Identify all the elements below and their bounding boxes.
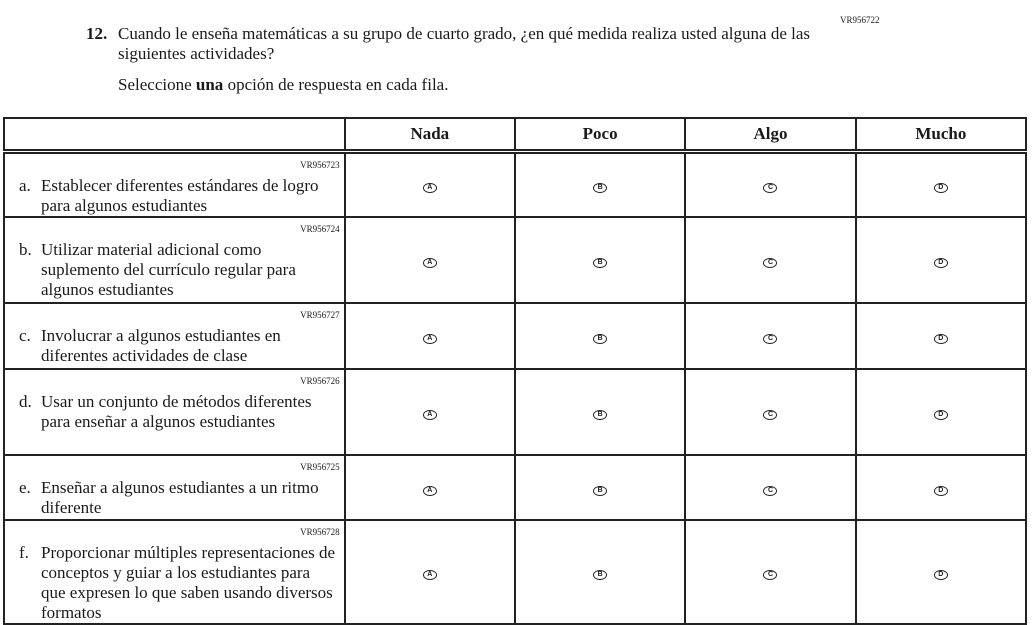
item-code: VR956728 (300, 527, 340, 537)
option-cell[interactable]: C (684, 302, 857, 370)
question-text: Cuando le enseña matemáticas a su grupo … (118, 24, 811, 63)
radio-bubble-b[interactable]: B (593, 183, 608, 193)
radio-bubble-a[interactable]: A (422, 183, 437, 193)
option-cell[interactable]: C (684, 519, 857, 625)
item-code: VR956727 (300, 310, 340, 320)
radio-bubble-a[interactable]: A (422, 258, 437, 268)
option-cell[interactable]: B (513, 302, 687, 370)
question-number: 12. (86, 24, 108, 43)
item-label-cell: VR956725 e. Enseñar a algunos estudiante… (3, 454, 346, 521)
radio-bubble-d[interactable]: D (933, 570, 948, 580)
option-cell[interactable]: B (513, 519, 687, 625)
option-cell[interactable]: B (513, 216, 687, 304)
item-letter: f. (19, 543, 29, 562)
option-cell[interactable]: A (343, 519, 516, 625)
radio-bubble-b[interactable]: B (593, 410, 608, 420)
option-cell[interactable]: D (854, 519, 1028, 625)
item-text: Proporcionar múltiples representaciones … (41, 543, 336, 622)
item-label-cell: VR956728 f. Proporcionar múltiples repre… (3, 519, 346, 625)
column-header: Nada (343, 117, 516, 154)
radio-bubble-d[interactable]: D (933, 485, 948, 496)
item-label-cell: VR956724 b. Utilizar material adicional … (3, 216, 346, 304)
radio-bubble-d[interactable]: D (933, 410, 948, 420)
radio-bubble-a[interactable]: A (422, 570, 437, 580)
radio-bubble-d[interactable]: D (933, 258, 948, 268)
item-code: VR956725 (300, 462, 340, 472)
radio-bubble-c[interactable]: C (763, 183, 778, 193)
option-cell[interactable]: D (854, 368, 1028, 456)
radio-bubble-c[interactable]: C (763, 570, 778, 580)
item-text: Involucrar a algunos estudiantes en dife… (41, 326, 281, 365)
option-cell[interactable]: D (854, 216, 1028, 304)
table-row: VR956725 e. Enseñar a algunos estudiante… (3, 454, 1028, 521)
table-row: VR956726 d. Usar un conjunto de métodos … (3, 368, 1028, 456)
option-cell[interactable]: D (854, 302, 1028, 370)
radio-bubble-a[interactable]: A (422, 334, 437, 344)
option-cell[interactable]: A (343, 454, 516, 521)
item-label-cell: VR956727 c. Involucrar a algunos estudia… (3, 302, 346, 370)
radio-bubble-c[interactable]: C (763, 334, 778, 344)
radio-bubble-b[interactable]: B (593, 570, 608, 580)
item-text: Utilizar material adicional como supleme… (41, 240, 296, 299)
option-cell[interactable]: B (513, 368, 687, 456)
option-cell[interactable]: B (513, 150, 687, 218)
option-cell[interactable]: C (684, 368, 857, 456)
item-text: Establecer diferentes estándares de logr… (41, 176, 319, 215)
option-cell[interactable]: A (343, 150, 516, 218)
option-cell[interactable]: A (343, 216, 516, 304)
radio-bubble-c[interactable]: C (763, 258, 778, 268)
radio-bubble-b[interactable]: B (593, 485, 608, 496)
column-header: Algo (684, 117, 857, 154)
item-letter: a. (19, 176, 31, 195)
radio-bubble-c[interactable]: C (763, 410, 778, 420)
radio-bubble-a[interactable]: A (422, 410, 437, 420)
option-cell[interactable]: B (513, 454, 687, 521)
item-letter: c. (19, 326, 31, 345)
item-text: Enseñar a algunos estudiantes a un ritmo… (41, 478, 319, 517)
radio-bubble-b[interactable]: B (593, 258, 608, 268)
instruction-text: Seleccione (118, 75, 196, 94)
option-cell[interactable]: A (343, 368, 516, 456)
header-blank (3, 117, 346, 154)
item-letter: d. (19, 392, 32, 411)
item-text: Usar un conjunto de métodos diferentes p… (41, 392, 312, 431)
radio-bubble-c[interactable]: C (763, 485, 778, 496)
item-code: VR956726 (300, 376, 340, 386)
question-code: VR956722 (840, 15, 880, 25)
item-label-cell: VR956726 d. Usar un conjunto de métodos … (3, 368, 346, 456)
header-row: Nada Poco Algo Mucho (3, 117, 1028, 154)
radio-bubble-a[interactable]: A (422, 485, 437, 496)
item-letter: e. (19, 478, 31, 497)
table-row: VR956727 c. Involucrar a algunos estudia… (3, 302, 1028, 370)
instruction-text: opción de respuesta en cada fila. (223, 75, 449, 94)
item-code: VR956724 (300, 224, 340, 234)
radio-bubble-d[interactable]: D (933, 334, 948, 344)
option-cell[interactable]: C (684, 216, 857, 304)
option-cell[interactable]: D (854, 454, 1028, 521)
option-cell[interactable]: C (684, 150, 857, 218)
option-cell[interactable]: D (854, 150, 1028, 218)
column-header: Poco (513, 117, 687, 154)
instruction-emphasis: una (195, 75, 224, 94)
table-row: VR956728 f. Proporcionar múltiples repre… (3, 519, 1028, 625)
item-letter: b. (19, 240, 32, 259)
option-cell[interactable]: A (343, 302, 516, 370)
option-cell[interactable]: C (684, 454, 857, 521)
table-row: VR956724 b. Utilizar material adicional … (3, 216, 1028, 304)
radio-bubble-d[interactable]: D (933, 183, 948, 193)
instruction: Seleccione una opción de respuesta en ca… (118, 75, 448, 95)
item-label-cell: VR956723 a. Establecer diferentes estánd… (3, 150, 346, 218)
table-row: VR956723 a. Establecer diferentes estánd… (3, 150, 1028, 218)
column-header: Mucho (854, 117, 1028, 154)
radio-bubble-b[interactable]: B (593, 334, 608, 344)
item-code: VR956723 (300, 160, 340, 170)
response-table: Nada Poco Algo Mucho VR956723 a. Estable… (3, 117, 1028, 625)
